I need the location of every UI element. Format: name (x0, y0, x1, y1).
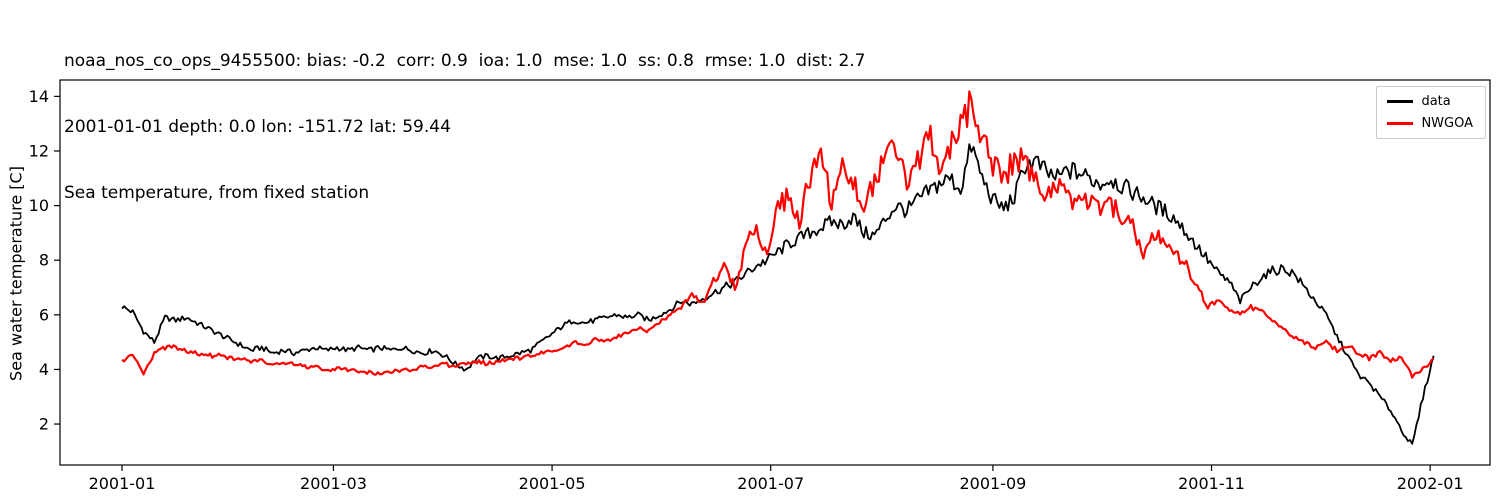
figure-titles: noaa_nos_co_ops_9455500: bias: -0.2 corr… (64, 6, 865, 248)
svg-text:4: 4 (39, 360, 49, 379)
svg-text:10: 10 (29, 196, 49, 215)
svg-text:12: 12 (29, 141, 49, 160)
svg-text:2001-11: 2001-11 (1178, 474, 1245, 493)
svg-text:14: 14 (29, 87, 49, 106)
legend-entry-nwgoa: NWGOA (1387, 116, 1473, 131)
svg-text:6: 6 (39, 305, 49, 324)
svg-text:2001-05: 2001-05 (519, 474, 586, 493)
legend-entry-data: data (1387, 94, 1473, 109)
svg-text:2001-03: 2001-03 (300, 474, 367, 493)
legend-label-data: data (1421, 94, 1451, 109)
legend-line-swatch-nwgoa (1387, 122, 1414, 125)
title-line-description: Sea temperature, from fixed station (64, 183, 370, 203)
title-line-stats: noaa_nos_co_ops_9455500: bias: -0.2 corr… (64, 51, 866, 71)
svg-text:2001-07: 2001-07 (737, 474, 804, 493)
svg-text:2001-09: 2001-09 (959, 474, 1026, 493)
svg-text:2002-01: 2002-01 (1397, 474, 1464, 493)
legend-label-nwgoa: NWGOA (1421, 116, 1473, 131)
svg-text:8: 8 (39, 251, 49, 270)
title-line-meta: 2001-01-01 depth: 0.0 lon: -151.72 lat: … (64, 117, 451, 137)
svg-text:2: 2 (39, 415, 49, 434)
legend-line-swatch-data (1387, 100, 1414, 103)
legend: data NWGOA (1376, 86, 1486, 139)
svg-text:2001-01: 2001-01 (89, 474, 156, 493)
